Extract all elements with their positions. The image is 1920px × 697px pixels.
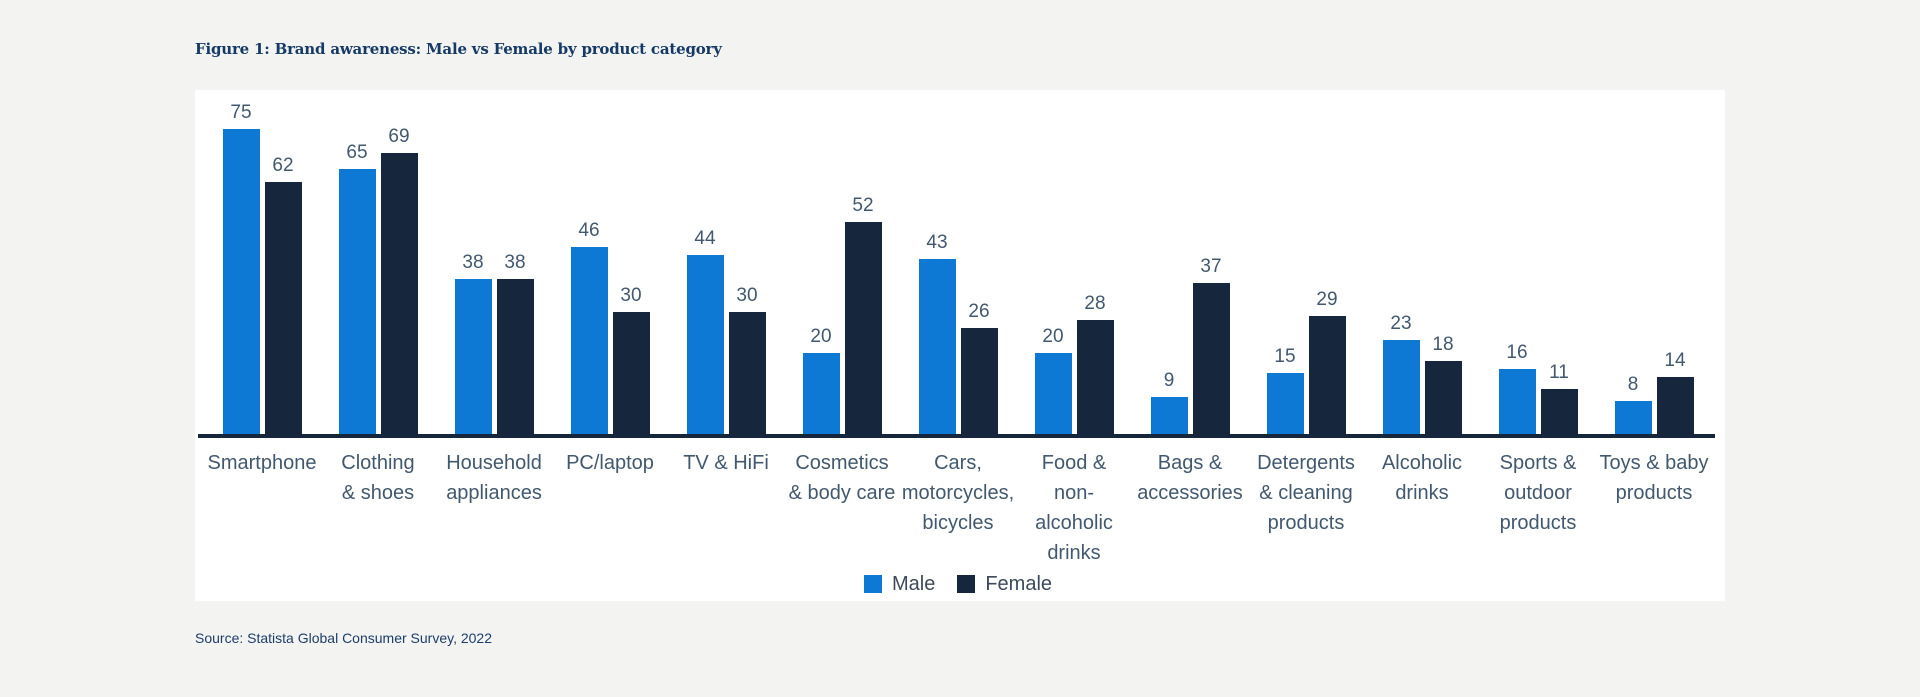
category-label: accessories <box>1137 482 1243 504</box>
bar-male <box>454 279 492 434</box>
bar-male <box>802 353 840 434</box>
bar-male <box>222 129 260 434</box>
value-label: 37 <box>1200 256 1222 277</box>
value-label: 69 <box>388 126 410 147</box>
value-label: 75 <box>230 102 252 123</box>
bar-male <box>686 255 724 434</box>
category-label: products <box>1499 512 1577 534</box>
bar-male <box>1614 401 1652 434</box>
value-label: 14 <box>1664 350 1686 371</box>
bar-male <box>1034 353 1072 434</box>
bar-female <box>264 182 302 434</box>
value-label: 30 <box>620 285 642 306</box>
legend-item-female: Female <box>957 573 1052 596</box>
value-label: 20 <box>810 326 832 347</box>
bar-female <box>496 279 534 434</box>
value-label: 11 <box>1549 362 1569 383</box>
category-label: products <box>1615 482 1693 504</box>
bar-female <box>1540 389 1578 434</box>
category-label: drinks <box>1047 542 1101 564</box>
category-label: Food & <box>1041 452 1107 474</box>
value-label: 16 <box>1506 342 1528 363</box>
value-label: 9 <box>1163 370 1175 391</box>
category-label: & body care <box>788 482 896 504</box>
category-label: drinks <box>1395 482 1449 504</box>
value-label: 26 <box>968 301 990 322</box>
bar-female <box>380 153 418 434</box>
category-label: motorcycles, <box>901 482 1015 504</box>
value-label: 29 <box>1316 289 1338 310</box>
category-label: TV & HiFi <box>683 452 769 474</box>
category-label: & cleaning <box>1259 482 1353 504</box>
source-text: Source: Statista Global Consumer Survey,… <box>195 630 493 646</box>
category-label: non- <box>1053 482 1095 504</box>
category-label: alcoholic <box>1035 512 1113 534</box>
bar-female <box>612 312 650 434</box>
value-label: 8 <box>1627 374 1639 395</box>
bar-male <box>918 259 956 434</box>
category-label: Bags & <box>1157 452 1223 474</box>
bar-female <box>1192 283 1230 434</box>
bar-male <box>1266 373 1304 434</box>
bar-female <box>1656 377 1694 434</box>
bar-female <box>1424 361 1462 434</box>
value-label: 28 <box>1084 293 1106 314</box>
value-label: 52 <box>852 195 874 216</box>
legend-female-swatch-icon <box>957 575 976 593</box>
category-label: Alcoholic <box>1381 452 1463 474</box>
x-axis-line <box>198 434 1715 438</box>
category-label: outdoor <box>1504 482 1572 504</box>
legend-male-swatch-icon <box>863 575 882 593</box>
value-label: 23 <box>1390 313 1412 334</box>
chart-panel: 75 62 Smartphone 65 69 Clothing & shoes 38 38 Hou… <box>195 90 1725 601</box>
value-label: 65 <box>346 142 368 163</box>
category-label: Clothing <box>341 452 415 474</box>
category-label: bicycles <box>922 512 994 534</box>
bar-male <box>1498 369 1536 434</box>
bar-male <box>1150 397 1188 434</box>
legend-female-label: Female <box>985 572 1053 595</box>
value-label: 62 <box>272 155 294 176</box>
chart-legend: Male Female <box>204 573 1712 595</box>
legend-item-male: Male <box>863 572 936 596</box>
bar-chart: 75 62 Smartphone 65 69 Clothing & shoes 38 38 Hou… <box>195 90 1725 601</box>
category-label: Cosmetics <box>795 452 889 474</box>
value-label: 38 <box>462 252 484 273</box>
category-label: products <box>1267 512 1345 534</box>
value-label: 20 <box>1042 326 1064 347</box>
value-label: 44 <box>694 228 716 249</box>
bar-male <box>570 247 608 434</box>
category-label: PC/laptop <box>566 452 654 474</box>
value-label: 30 <box>736 285 758 306</box>
category-label: appliances <box>446 482 542 504</box>
bar-female <box>960 328 998 434</box>
category-label: Household <box>446 452 542 474</box>
category-label: Cars, <box>934 452 982 474</box>
bar-female <box>728 312 766 434</box>
category-label: Smartphone <box>207 452 317 474</box>
bar-female <box>1308 316 1346 434</box>
category-label: & shoes <box>341 482 415 504</box>
category-label: Detergents <box>1257 452 1355 474</box>
bar-male <box>1382 340 1420 434</box>
legend-male-label: Male <box>891 572 936 595</box>
value-label: 43 <box>926 232 948 253</box>
bar-male <box>338 169 376 434</box>
category-label: Sports & <box>1499 452 1577 474</box>
bar-female <box>1076 320 1114 434</box>
figure-title: Figure 1: Brand awareness: Male vs Femal… <box>195 40 722 58</box>
value-label: 18 <box>1432 334 1454 355</box>
value-label: 46 <box>578 220 600 241</box>
value-label: 15 <box>1274 346 1296 367</box>
bar-female <box>844 222 882 434</box>
category-label: Toys & baby <box>1599 452 1709 474</box>
value-label: 38 <box>504 252 526 273</box>
